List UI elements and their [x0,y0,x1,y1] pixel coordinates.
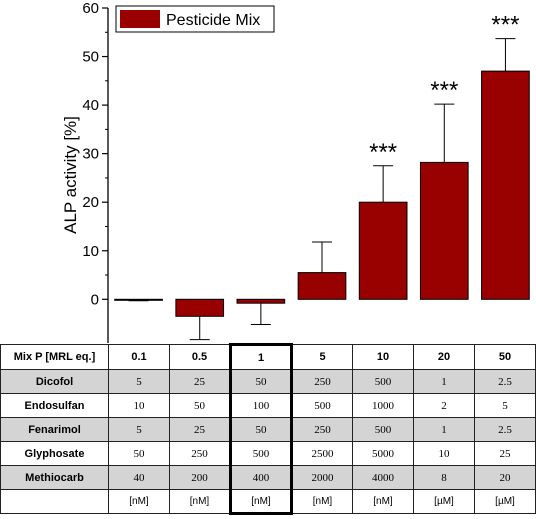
table-cell: 5 [108,417,170,442]
table-cell: 50 [229,417,293,442]
bars: *** *** *** [114,12,530,341]
y-tick-label: 40 [82,97,99,114]
bar [236,298,286,304]
table-cell: 1 [229,343,293,370]
table-cell: 500 [291,393,353,418]
bar [358,201,408,300]
legend: Pesticide Mix [115,5,275,33]
table-cell: 0.1 [108,344,170,370]
table-cell: 500 [229,441,293,466]
row-label: Glyphosate [0,441,109,466]
table-cell: [nM] [291,489,353,514]
table-cell: 2000 [291,465,353,490]
table-cell: 25 [169,369,231,394]
table-cell: 4000 [352,465,414,490]
table-cell: 5 [108,369,170,394]
significance-label: *** [430,77,458,104]
table-row: Glyphosate 50 250 500 2500 5000 10 25 [0,441,536,466]
significance-label: *** [491,12,519,39]
table-cell: 400 [229,465,293,490]
table-cell: 50 [108,441,170,466]
table-cell: 100 [229,393,293,418]
table-cell: [nM] [108,489,170,514]
table-cell: [µM] [413,489,475,514]
bar [419,161,469,300]
table-cell: 2.5 [474,369,536,394]
table-cell: 500 [352,417,414,442]
y-tick-label: 20 [82,194,99,211]
bar [297,272,347,300]
table-cell: 1 [413,417,475,442]
dose-table: Mix P [MRL eq.] 0.1 0.5 1 5 10 20 50 Dicofol 5 25 5… [0,343,536,515]
table-cell: 50 [474,344,536,370]
y-tick-label: 60 [82,0,99,17]
bar [114,298,163,301]
table-cell: 200 [169,465,231,490]
legend-swatch [120,10,160,28]
significance-label: *** [369,139,397,166]
row-label: Fenarimol [0,417,109,442]
table-cell: 2 [413,393,475,418]
row-label: Dicofol [0,369,109,394]
table-row: Fenarimol 5 25 50 250 500 1 2.5 [0,417,536,442]
table-cell: 2.5 [474,417,536,442]
table-row: Dicofol 5 25 50 250 500 1 2.5 [0,369,536,394]
y-tick-label: 30 [82,146,99,163]
table-cell: 500 [352,369,414,394]
table-cell: 8 [413,465,475,490]
legend-label: Pesticide Mix [166,12,260,29]
y-tick-label: 10 [82,243,99,260]
table-cell: 40 [108,465,170,490]
table-cell: 2500 [291,441,353,466]
y-axis-label: ALP activity [%] [61,116,80,234]
table-row: Methiocarb 40 200 400 2000 4000 8 20 [0,465,536,490]
table-cell: 5 [291,344,353,370]
y-ticks: 0 10 20 30 40 50 60 [82,0,108,308]
table-cell: 1 [413,369,475,394]
y-tick-label: 50 [82,49,99,66]
table-cell: 50 [169,393,231,418]
table-cell: 250 [169,441,231,466]
row-label: Mix P [MRL eq.] [0,344,109,370]
table-cell: 20 [413,344,475,370]
table-units-row: [nM] [nM] [nM] [nM] [nM] [µM] [µM] [0,489,536,515]
y-tick-label: 0 [91,291,99,308]
table-cell: 5 [474,393,536,418]
table-cell: [nM] [229,489,293,515]
table-cell: 250 [291,417,353,442]
table-cell: [nM] [352,489,414,514]
bar [481,70,530,300]
table-cell: 5000 [352,441,414,466]
row-label: Endosulfan [0,393,109,418]
table-cell: 0.5 [169,344,231,370]
table-cell: 25 [474,441,536,466]
table-cell: 50 [229,369,293,394]
table-cell: 20 [474,465,536,490]
table-cell: 25 [169,417,231,442]
table-header-row: Mix P [MRL eq.] 0.1 0.5 1 5 10 20 50 [0,343,536,370]
table-cell: [µM] [474,489,536,514]
row-label [0,489,109,514]
table-cell: 1000 [352,393,414,418]
table-cell: 10 [108,393,170,418]
table-cell: [nM] [169,489,231,514]
table-row: Endosulfan 10 50 100 500 1000 2 5 [0,393,536,418]
table-cell: 10 [413,441,475,466]
table-cell: 10 [352,344,414,370]
table-cell: 250 [291,369,353,394]
row-label: Methiocarb [0,465,109,490]
bar [175,298,225,317]
